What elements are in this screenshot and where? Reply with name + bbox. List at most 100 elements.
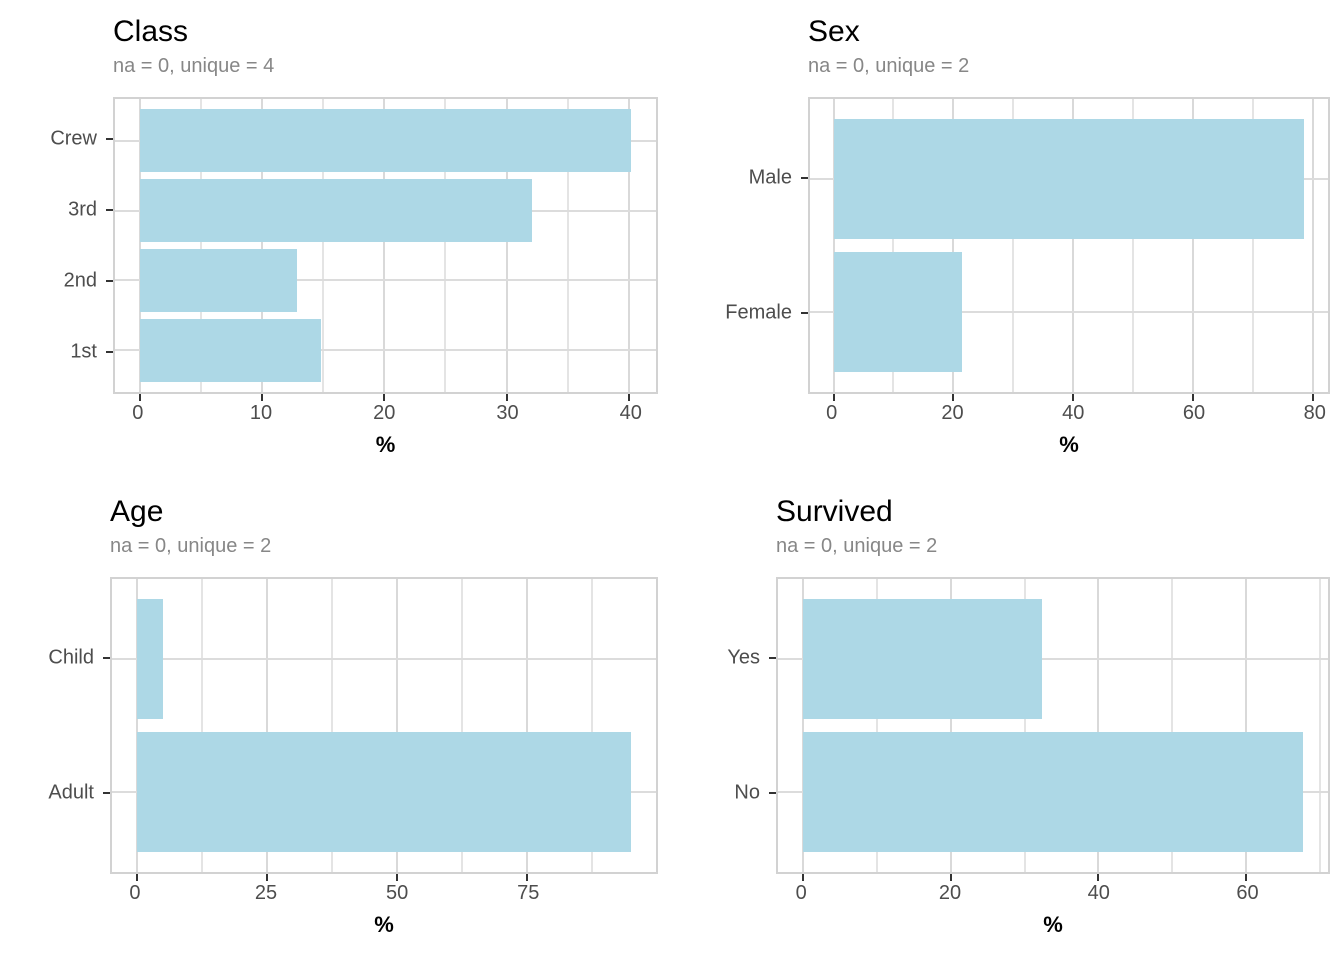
x-axis-tick-label-10: 10 — [249, 402, 273, 424]
y-axis-tick-yes — [769, 657, 776, 659]
x-axis-tick-60 — [1192, 394, 1195, 401]
chart-subtitle-age: na = 0, unique = 2 — [110, 535, 272, 557]
minor-gridline — [461, 579, 464, 872]
minor-gridline — [875, 579, 878, 872]
minor-gridline — [200, 579, 203, 872]
minor-gridline — [1023, 579, 1026, 872]
x-axis-tick-40 — [1097, 874, 1100, 881]
x-axis-title-survived: % — [1043, 912, 1063, 937]
chart-title-sex: Sex — [808, 15, 860, 48]
major-gridline — [949, 579, 952, 872]
minor-gridline — [892, 99, 895, 392]
x-axis-tick-label-25: 25 — [254, 882, 278, 904]
minor-gridline — [1251, 99, 1254, 392]
y-axis-tick-3rd — [106, 209, 113, 212]
minor-gridline — [199, 99, 202, 392]
y-axis-label-1st: 1st — [70, 340, 97, 363]
major-gridline — [135, 579, 138, 872]
major-gridline — [832, 99, 835, 392]
ylabels-class: Crew 3rd 2nd 1st — [0, 97, 113, 394]
y-axis-tick-adult — [103, 792, 110, 794]
x-axis-tick-label-0: 0 — [826, 402, 838, 424]
x-axis-tick-75 — [526, 874, 529, 881]
x-axis-tick-20 — [952, 394, 955, 401]
x-axis-tick-label-40: 40 — [1087, 882, 1110, 904]
x-axis-tick-label-40: 40 — [1062, 402, 1085, 424]
xlabels-class: 0 10 20 30 40 — [113, 394, 658, 428]
y-axis-label-child: Child — [48, 646, 94, 669]
minor-gridline — [566, 99, 569, 392]
x-axis-tick-80 — [1311, 394, 1314, 401]
bar-yes — [803, 598, 1042, 719]
bar-crew — [139, 109, 632, 173]
major-gridline — [1311, 99, 1314, 392]
y-axis-tick-2nd — [106, 279, 113, 282]
y-axis-label-yes: Yes — [727, 646, 760, 669]
x-axis-tick-0 — [138, 394, 141, 401]
x-axis-tick-label-80: 80 — [1303, 402, 1326, 424]
bar-child — [136, 598, 163, 719]
major-gridline — [1072, 99, 1075, 392]
x-axis-tick-label-20: 20 — [373, 402, 396, 424]
bar-male — [833, 118, 1305, 239]
major-gridline — [383, 99, 386, 392]
major-gridline — [1192, 99, 1195, 392]
x-axis-tick-label-30: 30 — [496, 402, 519, 424]
bar-female — [833, 252, 962, 373]
minor-gridline — [1318, 579, 1321, 872]
y-axis-label-crew: Crew — [50, 127, 97, 150]
y-axis-label-3rd: 3rd — [68, 198, 97, 221]
y-axis-tick-male — [801, 177, 808, 179]
minor-gridline — [591, 579, 594, 872]
major-gridline — [802, 579, 805, 872]
plot-area-survived: Yes No — [672, 577, 1344, 881]
major-gridline — [627, 99, 630, 392]
panel-class — [113, 97, 658, 401]
chart-class: Class na = 0, unique = 4 Crew 3rd 2nd 1st 0… — [0, 0, 672, 480]
category-gridline-child — [112, 657, 656, 660]
minor-gridline — [1171, 579, 1174, 872]
ylabels-age: Child Adult — [0, 577, 110, 874]
major-gridline — [138, 99, 141, 392]
major-gridline — [505, 99, 508, 392]
y-axis-label-no: No — [734, 781, 760, 804]
x-axis-tick-label-0: 0 — [795, 882, 807, 904]
xlabels-age: 0 25 50 75 — [110, 874, 658, 908]
category-gridline-1st — [115, 349, 656, 352]
xlabels-sex: 0 20 40 60 80 — [808, 394, 1330, 428]
xlabels-survived: 0 20 40 60 — [776, 874, 1330, 908]
chart-title-class: Class — [113, 15, 189, 48]
chart-age: Age na = 0, unique = 2 Child Adult 0 25 50 7… — [0, 480, 672, 960]
x-axis-tick-30 — [505, 394, 508, 401]
x-axis-tick-label-50: 50 — [385, 882, 409, 904]
minor-gridline — [1132, 99, 1135, 392]
panel-sex — [808, 97, 1330, 401]
minor-gridline — [322, 99, 325, 392]
chart-sex: Sex na = 0, unique = 2 Male Female 0 20 40 6… — [672, 0, 1344, 480]
minor-gridline — [444, 99, 447, 392]
bar-no — [803, 732, 1303, 853]
category-gridline-2nd — [115, 279, 656, 282]
x-axis-tick-0 — [832, 394, 835, 401]
y-axis-label-2nd: 2nd — [63, 269, 97, 292]
bar-1st — [139, 318, 321, 382]
major-gridline — [1245, 579, 1248, 872]
x-axis-tick-20 — [383, 394, 386, 401]
x-axis-title-age: % — [374, 912, 394, 937]
panel-age — [110, 577, 658, 881]
x-axis-tick-40 — [1072, 394, 1075, 401]
major-gridline — [1097, 579, 1100, 872]
category-gridline-female — [810, 311, 1328, 314]
x-axis-tick-label-60: 60 — [1236, 882, 1259, 904]
chart-title-survived: Survived — [776, 495, 893, 528]
x-axis-tick-60 — [1245, 874, 1248, 881]
major-gridline — [952, 99, 955, 392]
plot-area-sex: Male Female — [672, 97, 1344, 401]
minor-gridline — [1012, 99, 1015, 392]
ylabels-sex: Male Female — [672, 97, 808, 394]
y-axis-label-female: Female — [725, 301, 792, 324]
major-gridline — [396, 579, 398, 872]
minor-gridline — [330, 579, 333, 872]
chart-subtitle-sex: na = 0, unique = 2 — [808, 55, 970, 77]
